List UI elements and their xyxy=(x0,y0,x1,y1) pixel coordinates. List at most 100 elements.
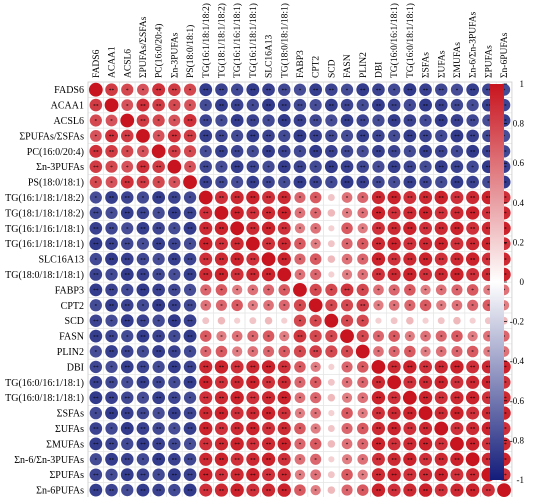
significance-mark: ** xyxy=(125,257,131,263)
significance-mark: * xyxy=(424,165,427,171)
correlation-circle xyxy=(230,252,244,266)
correlation-circle xyxy=(387,421,401,436)
significance-mark: ** xyxy=(470,411,476,417)
significance-mark: * xyxy=(346,196,349,202)
correlation-circle xyxy=(419,175,432,189)
significance-mark: ** xyxy=(93,242,99,248)
significance-mark: ** xyxy=(250,211,256,217)
correlation-circle xyxy=(403,114,417,127)
correlation-circle xyxy=(371,437,386,451)
correlation-circle xyxy=(327,194,335,201)
correlation-circle xyxy=(465,206,480,220)
significance-mark: ** xyxy=(282,119,288,125)
significance-mark: ** xyxy=(109,88,115,94)
significance-mark: * xyxy=(503,134,506,140)
significance-mark: ** xyxy=(140,411,146,417)
significance-mark: ** xyxy=(407,88,413,94)
significance-mark: ** xyxy=(109,304,115,310)
significance-mark: ** xyxy=(156,273,162,279)
correlation-circle xyxy=(168,99,181,112)
correlation-circle xyxy=(467,330,478,342)
correlation-circle xyxy=(89,375,103,389)
correlation-circle xyxy=(356,237,369,250)
correlation-circle xyxy=(199,160,212,173)
significance-mark: * xyxy=(314,381,317,387)
colorbar-tick-label: -1 xyxy=(517,475,525,485)
significance-mark: * xyxy=(157,134,160,140)
significance-mark: ** xyxy=(501,411,507,417)
significance-mark: ** xyxy=(391,273,397,279)
significance-mark: ** xyxy=(109,488,115,494)
correlation-circle xyxy=(309,144,323,158)
significance-mark: ** xyxy=(486,211,492,217)
correlation-circle xyxy=(184,99,196,111)
correlation-circle xyxy=(105,191,118,204)
correlation-circle xyxy=(89,299,102,312)
significance-mark: ** xyxy=(282,427,288,433)
correlation-circle xyxy=(89,422,103,435)
correlation-circle xyxy=(450,452,464,466)
correlation-circle xyxy=(136,345,150,358)
significance-mark: ** xyxy=(297,165,303,171)
significance-mark: ** xyxy=(470,134,476,140)
correlation-circle xyxy=(310,469,321,481)
correlation-circle xyxy=(262,422,276,435)
significance-mark: ** xyxy=(376,88,382,94)
significance-mark: ** xyxy=(439,257,445,263)
significance-mark: ** xyxy=(219,488,225,494)
significance-mark: ** xyxy=(470,211,476,217)
significance-mark: ** xyxy=(376,103,382,109)
significance-mark: ** xyxy=(109,134,115,140)
correlation-circle xyxy=(434,391,448,405)
column-label: TG(16:0/18:1/18:1) xyxy=(405,3,416,78)
correlation-circle xyxy=(340,145,354,158)
correlation-circle xyxy=(403,452,417,466)
correlation-circle xyxy=(262,375,276,389)
correlation-circle xyxy=(372,175,385,189)
significance-mark: ** xyxy=(187,273,193,279)
correlation-circle xyxy=(466,129,479,143)
significance-mark: ** xyxy=(250,442,256,448)
significance-mark: ** xyxy=(93,103,99,109)
correlation-circle xyxy=(387,406,401,420)
correlation-circle xyxy=(232,346,243,357)
correlation-circle xyxy=(388,330,400,342)
significance-mark: * xyxy=(157,211,160,217)
correlation-circle xyxy=(406,316,414,325)
correlation-circle xyxy=(371,406,385,420)
significance-mark: * xyxy=(346,488,349,494)
significance-mark: * xyxy=(110,365,113,371)
correlation-circle xyxy=(137,83,149,96)
row-label: ΣPUFAs/ΣSFAs xyxy=(19,131,84,142)
correlation-circle xyxy=(327,393,336,402)
significance-mark: ** xyxy=(93,442,99,448)
significance-mark: * xyxy=(440,180,443,186)
significance-mark: * xyxy=(314,427,317,433)
significance-mark: * xyxy=(456,288,459,294)
correlation-circle xyxy=(246,483,260,497)
correlation-circle xyxy=(355,344,370,359)
correlation-circle xyxy=(136,237,150,250)
significance-mark: ** xyxy=(266,442,272,448)
significance-mark: * xyxy=(361,273,364,279)
correlation-circle xyxy=(277,145,291,158)
correlation-circle xyxy=(357,407,368,419)
correlation-circle xyxy=(341,438,353,450)
significance-mark: ** xyxy=(470,473,476,479)
significance-mark: * xyxy=(314,288,317,294)
correlation-circle xyxy=(435,330,447,342)
significance-mark: * xyxy=(408,350,411,356)
significance-mark: ** xyxy=(407,196,413,202)
correlation-circle xyxy=(419,360,433,374)
significance-mark: * xyxy=(361,396,364,402)
significance-mark: ** xyxy=(234,411,240,417)
correlation-circle xyxy=(466,284,479,296)
significance-mark: ** xyxy=(454,427,460,433)
significance-mark: * xyxy=(330,180,333,186)
correlation-circle xyxy=(387,190,401,205)
correlation-circle xyxy=(246,437,260,451)
significance-mark: * xyxy=(440,304,443,310)
significance-mark: * xyxy=(94,134,97,140)
significance-mark: ** xyxy=(454,165,460,171)
significance-mark: ** xyxy=(407,180,413,186)
